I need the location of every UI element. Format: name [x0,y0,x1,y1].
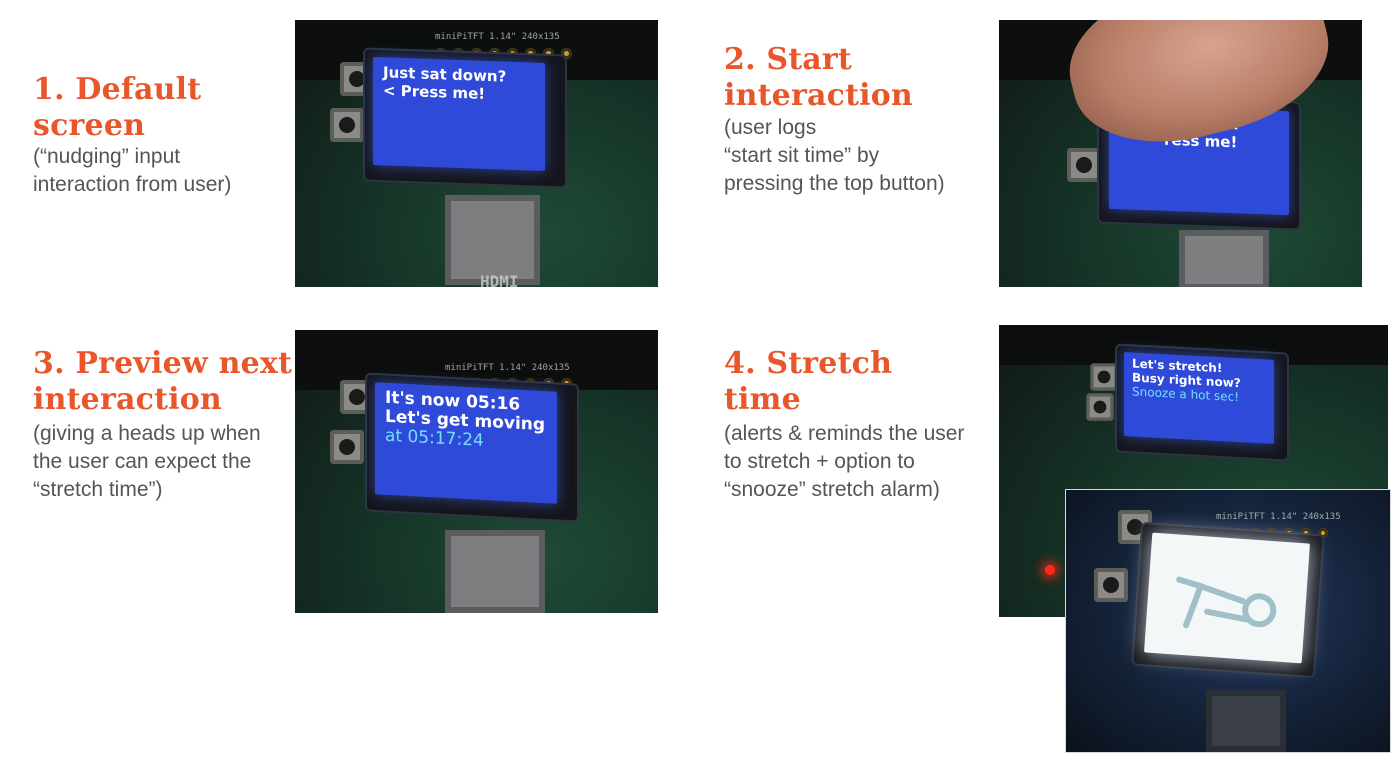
step-3-title-line1: 3. Preview next [33,346,293,381]
step-1-description: (“nudging” input interaction from user) [33,143,231,199]
step-4-title-line1: 4. Stretch [724,346,893,381]
stretch-alarm-screen [1144,532,1310,664]
pcb-display-label: miniPiTFT 1.14" 240x135 [435,32,560,42]
hdmi-connector [1179,230,1269,287]
step-4-inset-photo: miniPiTFT 1.14" 240x135 [1065,489,1391,753]
step-2-title: 2. Start interaction [724,42,913,114]
step-4-desc-line1: (alerts & reminds the user [724,422,965,445]
step-3-desc-line3: “stretch time”) [33,478,163,501]
step-2-desc-line1: (user logs [724,116,817,139]
pcb-display-label: miniPiTFT 1.14" 240x135 [1216,512,1341,522]
step-1-title-line2: screen [33,108,146,143]
lcd-screen: Let's stretch! Busy right now? Snooze a … [1124,352,1274,444]
step-2-title-line2: interaction [724,78,913,113]
step-1-title-line1: 1. Default [33,72,202,107]
hdmi-label: HDMI [480,272,519,287]
step-2-photo: at down? ress me! [999,20,1362,287]
step-2-title-line1: 2. Start [724,42,852,77]
stretch-icon [1176,576,1277,629]
red-led [1045,565,1055,575]
step-1-desc-line2: interaction from user) [33,173,232,196]
step-3-desc-line1: (giving a heads up when [33,422,261,445]
step-3-desc-line2: the user can expect the [33,450,252,473]
bottom-button [1086,393,1114,421]
bottom-button [1094,568,1128,602]
step-2-desc-line3: pressing the top button) [724,172,945,195]
step-4-title: 4. Stretch time [724,346,892,418]
top-button [1090,363,1118,391]
step-4-photo: Let's stretch! Busy right now? Snooze a … [999,325,1388,617]
pcb-display-label: miniPiTFT 1.14" 240x135 [445,363,570,373]
step-3-title: 3. Preview next interaction [33,346,292,418]
step-2-description: (user logs “start sit time” by pressing … [724,114,945,198]
step-3-title-line2: interaction [33,382,222,417]
bottom-button [330,430,364,464]
lcd-screen: It's now 05:16 Let's get moving at 05:17… [375,382,557,504]
bottom-button [1067,148,1101,182]
step-4-desc-line3: “snooze” stretch alarm) [724,478,940,501]
step-1-title: 1. Default screen [33,72,201,144]
step-2-desc-line2: “start sit time” by [724,144,880,167]
hdmi-connector [445,530,545,613]
step-1-desc-line1: (“nudging” input [33,145,181,168]
step-3-description: (giving a heads up when the user can exp… [33,420,261,504]
lcd-screen: Just sat down? < Press me! [373,56,545,172]
step-3-photo: miniPiTFT 1.14" 240x135 It's now 05:16 L… [295,330,658,613]
step-4-title-line2: time [724,382,801,417]
step-1-photo: miniPiTFT 1.14" 240x135 Just sat down? <… [295,20,658,287]
step-4-desc-line2: to stretch + option to [724,450,915,473]
hdmi-connector [1206,690,1286,752]
step-4-description: (alerts & reminds the user to stretch + … [724,420,964,504]
bottom-button [330,108,364,142]
hdmi-connector [445,195,540,285]
